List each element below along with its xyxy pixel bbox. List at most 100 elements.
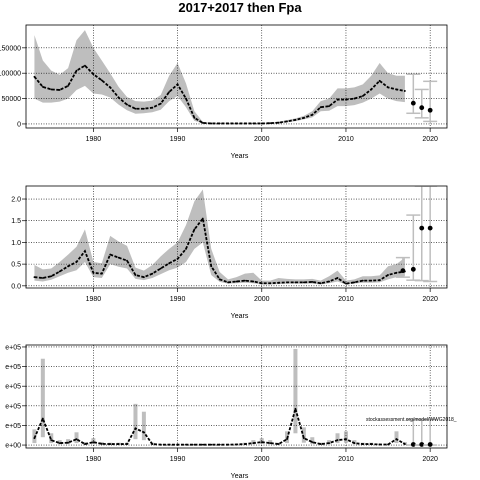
estimate-point xyxy=(336,98,339,101)
estimate-point xyxy=(168,91,171,93)
estimate-point xyxy=(100,442,103,445)
x-axis-title: Years xyxy=(231,313,249,320)
estimate-point xyxy=(151,106,154,109)
estimate-point xyxy=(235,280,238,283)
estimate-point xyxy=(244,122,246,125)
estimate-point xyxy=(252,442,255,444)
y-tick-label: 100000 xyxy=(0,71,21,78)
estimate-point xyxy=(33,437,36,440)
estimate-point xyxy=(126,443,128,445)
estimate-point xyxy=(41,417,44,420)
estimate-point xyxy=(142,107,145,110)
estimate-point xyxy=(100,79,103,82)
recruitment-bar xyxy=(91,438,96,445)
estimate-point xyxy=(302,116,305,119)
recruitment-bar xyxy=(310,437,315,445)
forecast-point xyxy=(410,266,416,272)
estimate-point xyxy=(252,122,255,125)
estimate-point xyxy=(395,271,398,274)
panel-ssb: 1980 1990 2000 2010 2020 0 50000 100000 150000 Ye… xyxy=(0,24,448,160)
estimate-point xyxy=(117,443,120,445)
estimate-point xyxy=(319,443,322,445)
estimate-point xyxy=(58,270,61,273)
estimate-point xyxy=(218,122,221,125)
x-tick-label: 2020 xyxy=(422,296,438,303)
estimate-point xyxy=(260,441,263,444)
estimate-point xyxy=(159,267,162,270)
estimate-point xyxy=(336,439,339,442)
x-tick-label: 1990 xyxy=(170,136,186,143)
y-tick-label: 2.0 xyxy=(11,197,21,204)
estimate-point xyxy=(109,443,112,445)
estimate-point xyxy=(277,121,280,124)
estimate-point xyxy=(193,443,196,446)
estimate-point xyxy=(185,248,187,250)
annotation-text: stockassessment.org/model/WWG2018_ xyxy=(366,417,457,423)
estimate-point xyxy=(84,250,86,253)
estimate-point xyxy=(126,103,128,106)
estimate-point xyxy=(75,438,78,441)
estimate-point xyxy=(370,279,373,282)
estimate-point xyxy=(210,443,213,446)
plot-region xyxy=(26,345,447,448)
estimate-point xyxy=(387,86,389,89)
estimate-point xyxy=(277,281,280,284)
x-tick-label: 1980 xyxy=(86,456,102,463)
estimate-point xyxy=(201,443,204,446)
estimate-point xyxy=(134,274,137,276)
estimate-point xyxy=(328,442,331,444)
estimate-point xyxy=(142,431,145,434)
estimate-point xyxy=(294,281,297,284)
forecast-point xyxy=(427,225,433,231)
y-tick-label: 0.5 xyxy=(11,262,21,269)
estimate-point xyxy=(84,443,86,445)
estimate-point xyxy=(286,438,288,441)
estimate-point xyxy=(134,427,137,430)
recruitment-bar xyxy=(293,348,298,434)
forecast-point xyxy=(427,107,433,113)
x-tick-label: 2000 xyxy=(254,136,270,143)
plot-region xyxy=(26,25,447,128)
estimate-point xyxy=(244,279,246,282)
estimate-point xyxy=(370,88,373,91)
estimate-point xyxy=(353,97,356,100)
estimate-point xyxy=(109,253,112,256)
estimate-point xyxy=(294,407,297,410)
estimate-point xyxy=(210,122,213,125)
recruitment-bar xyxy=(343,431,348,443)
estimate-point xyxy=(370,443,373,445)
forecast-point xyxy=(410,442,416,447)
estimate-point xyxy=(361,279,364,282)
estimate-point xyxy=(252,280,255,283)
estimate-point xyxy=(302,437,305,440)
estimate-point xyxy=(328,280,331,283)
estimate-point xyxy=(387,274,389,276)
estimate-point xyxy=(117,256,120,259)
estimate-line xyxy=(33,405,406,446)
y-tick-label: e+05 xyxy=(5,403,21,410)
estimate-point xyxy=(395,438,398,441)
x-tick-label: 2010 xyxy=(338,296,354,303)
estimate-point xyxy=(159,102,162,105)
x-tick-label: 2010 xyxy=(338,136,354,143)
estimate-point xyxy=(378,443,381,446)
estimate-point xyxy=(218,278,221,281)
forecast-point xyxy=(400,268,406,274)
panel-fishing-mortality: 1980 1990 2000 2010 2020 0.0 0.5 1.0 1.5 2.0 Years xyxy=(11,185,448,320)
x-tick-label: 1980 xyxy=(86,136,102,143)
x-axis-title: Years xyxy=(231,473,249,480)
x-tick-label: 2020 xyxy=(422,136,438,143)
estimate-point xyxy=(41,277,44,279)
plot-frame xyxy=(25,344,448,449)
estimate-point xyxy=(185,97,187,100)
estimate-point xyxy=(201,122,204,124)
forecast-point xyxy=(410,100,416,106)
estimate-point xyxy=(185,443,187,446)
plot-frame xyxy=(25,24,448,129)
estimate-point xyxy=(67,84,69,87)
y-tick-label: e+05 xyxy=(5,364,21,371)
estimate-point xyxy=(319,106,322,109)
estimate-point xyxy=(92,271,95,274)
recruitment-bar xyxy=(133,403,138,440)
